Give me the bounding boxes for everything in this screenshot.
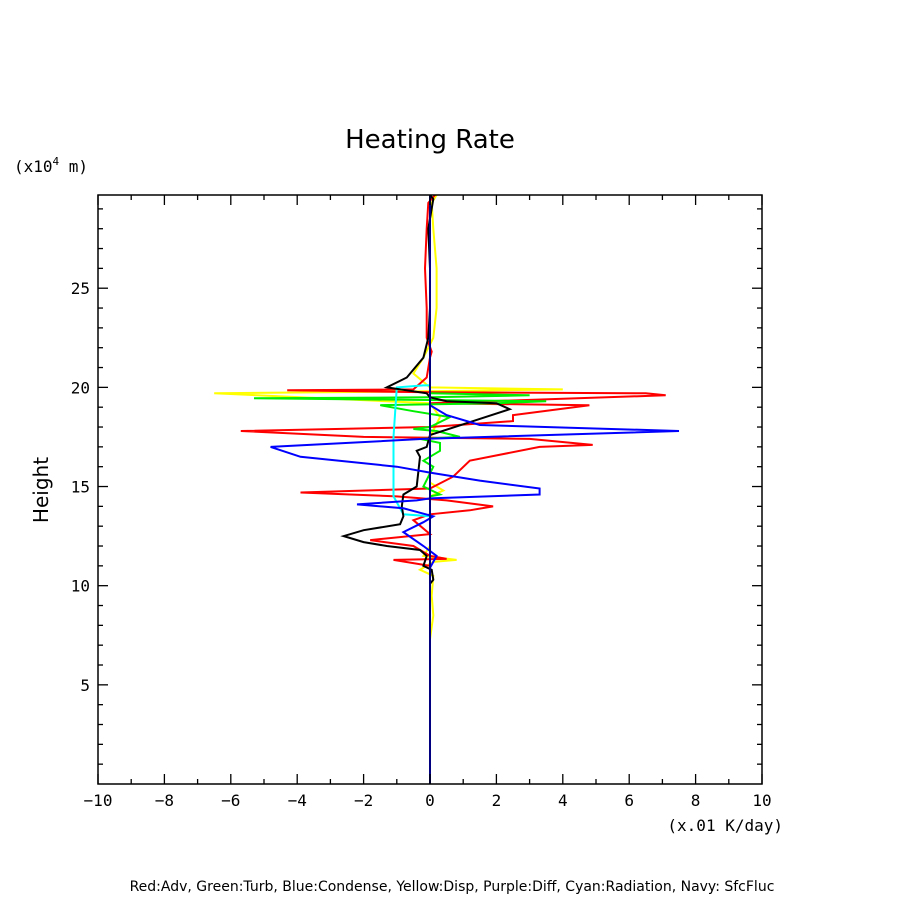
x-tick-label: 0: [425, 791, 435, 810]
y-tick-label: 25: [71, 279, 90, 298]
chart-title: Heating Rate: [345, 125, 515, 155]
series-line-blue: [270, 195, 680, 569]
x-tick-label: 6: [624, 791, 634, 810]
x-tick-label: −4: [288, 791, 307, 810]
series-layer: [214, 195, 680, 784]
x-tick-label: 8: [691, 791, 701, 810]
x-tick-label: 2: [492, 791, 502, 810]
ticks-layer: [97, 195, 763, 784]
y-tick-label: 5: [80, 676, 90, 695]
y-tick-label: 10: [71, 577, 90, 596]
x-unit-label: (x.01 K/day): [667, 816, 783, 835]
x-tick-label: 10: [752, 791, 771, 810]
x-tick-labels: −10 −8 −6 −4 −2 0 2 4 6 8 10: [84, 791, 772, 810]
y-tick-label: 20: [71, 378, 90, 397]
y-unit-label: (x104 m): [14, 155, 88, 176]
series-line-black: [340, 195, 513, 585]
series-line-yellow: [214, 195, 563, 640]
x-tick-label: 4: [558, 791, 568, 810]
y-tick-labels: 5 10 15 20 25: [71, 279, 90, 695]
y-tick-label: 15: [71, 478, 90, 497]
x-tick-label: −8: [155, 791, 174, 810]
legend-text: Red:Adv, Green:Turb, Blue:Condense, Yell…: [130, 879, 775, 895]
x-tick-label: −10: [84, 791, 113, 810]
y-axis-label: Height: [29, 457, 53, 523]
x-tick-label: −2: [354, 791, 373, 810]
x-tick-label: −6: [221, 791, 240, 810]
series-line-red: [240, 195, 666, 567]
